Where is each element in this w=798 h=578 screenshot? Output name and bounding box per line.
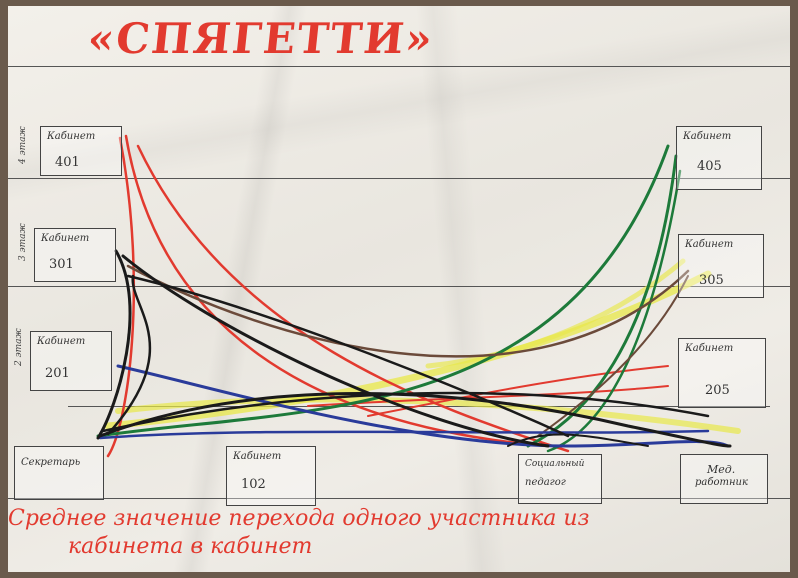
room-205-label: Кабинет xyxy=(685,343,734,354)
room-205: Кабинет 205 xyxy=(678,338,766,408)
room-social-label: Социальный xyxy=(525,459,585,469)
path-green-2 xyxy=(526,154,678,448)
room-405: Кабинет 405 xyxy=(676,126,762,190)
movement-lines xyxy=(96,134,741,458)
room-201-label: Кабинет xyxy=(37,336,86,347)
room-301: Кабинет 301 xyxy=(34,228,116,282)
path-yellow-2 xyxy=(115,396,741,434)
room-social-sub: педагог xyxy=(525,477,566,488)
caption-line-1: Среднее значение перехода одного участни… xyxy=(8,506,590,531)
floor-line-top xyxy=(8,66,790,67)
room-102: Кабинет 102 xyxy=(226,446,316,506)
path-red-2 xyxy=(106,136,136,458)
path-brown-2 xyxy=(537,275,689,437)
path-black-1 xyxy=(96,249,132,440)
room-social-pedagogue: Социальный педагог xyxy=(518,454,602,504)
room-secretary-label: Секретарь xyxy=(21,457,81,468)
room-401: Кабинет 401 xyxy=(40,126,122,176)
path-black-5 xyxy=(101,391,710,433)
path-black-6 xyxy=(106,274,152,436)
path-black-7 xyxy=(507,433,649,447)
room-102-number: 102 xyxy=(241,477,266,492)
path-blue-1 xyxy=(116,364,730,448)
caption-line-2: кабинета в кабинет xyxy=(68,534,313,559)
room-405-label: Кабинет xyxy=(683,131,732,142)
path-black-4 xyxy=(98,392,732,448)
path-blue-2 xyxy=(98,429,710,440)
room-401-label: Кабинет xyxy=(47,131,96,142)
path-red-3 xyxy=(136,144,570,453)
room-401-number: 401 xyxy=(55,155,80,170)
room-405-number: 405 xyxy=(697,159,722,174)
room-305-number: 305 xyxy=(699,273,724,288)
room-102-label: Кабинет xyxy=(233,451,282,462)
room-secretary: Секретарь xyxy=(14,446,104,500)
path-green-1 xyxy=(96,144,670,438)
room-medic: Мед. работник xyxy=(680,454,768,504)
room-301-number: 301 xyxy=(49,257,74,272)
room-305-label: Кабинет xyxy=(685,239,734,250)
room-medic-label: Мед. xyxy=(707,463,736,476)
room-205-number: 205 xyxy=(705,383,730,398)
room-305: Кабинет 305 xyxy=(678,234,764,298)
path-brown-1 xyxy=(126,264,690,358)
floor-line-bottom xyxy=(8,498,790,499)
floor-line-4-3 xyxy=(8,178,790,179)
room-201: Кабинет 201 xyxy=(30,331,112,391)
path-green-3 xyxy=(546,169,682,453)
floor-line-3-2 xyxy=(8,286,790,287)
path-black-3 xyxy=(126,274,570,438)
path-yellow-1 xyxy=(104,270,712,430)
room-301-label: Кабинет xyxy=(41,233,90,244)
room-201-number: 201 xyxy=(45,366,70,381)
spaghetti-poster: «СПЯГЕТТИ» 4 этаж 3 этаж 2 этаж xyxy=(8,6,790,572)
room-medic-sub: работник xyxy=(695,477,748,488)
